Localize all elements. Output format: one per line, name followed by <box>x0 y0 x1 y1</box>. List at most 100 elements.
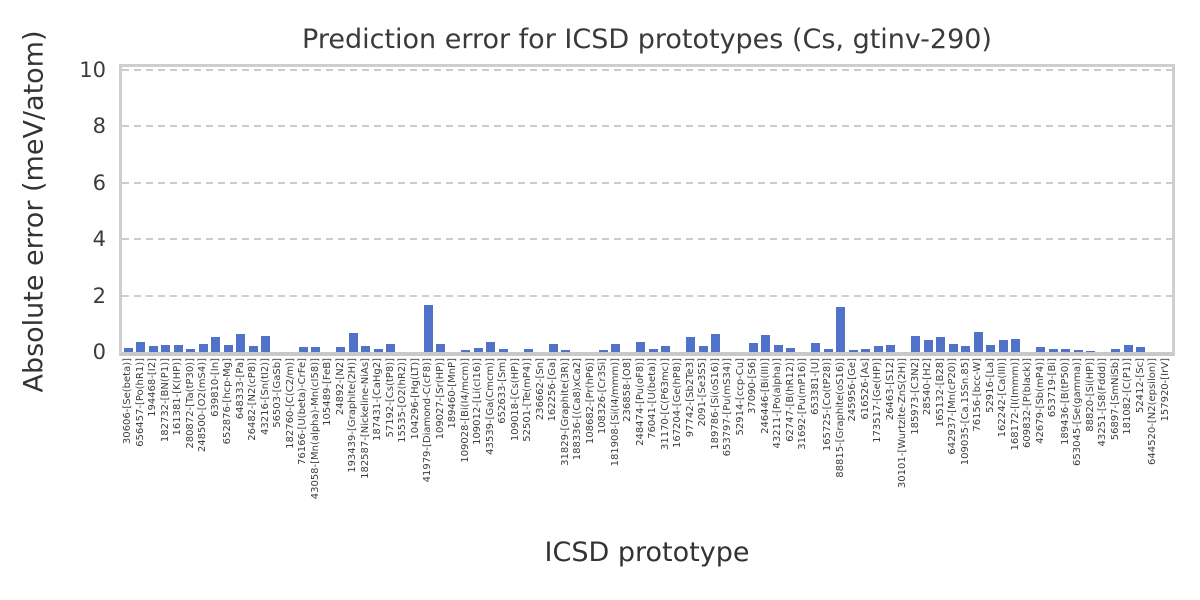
bar <box>436 344 446 352</box>
x-tick-label: 42679-[Sb(mP4)] <box>1034 358 1046 444</box>
x-tick-label: 642937-[Mn(cP20)] <box>947 358 959 455</box>
bar <box>948 344 958 352</box>
x-tick-label: 30101-[Wurtzite-ZnS(2H)] <box>897 358 909 489</box>
x-tick-label: 168172-[I(Immm)] <box>1009 358 1021 451</box>
x-tick-label: 616526-[As] <box>859 358 871 420</box>
gridline-y6 <box>122 181 1172 184</box>
bar <box>373 349 383 352</box>
x-tick-label: 181908-[Si(I4/mmm)] <box>609 358 621 467</box>
bar <box>161 345 171 352</box>
x-tick-label: 41979-[Diamond-C(cF8)] <box>422 358 434 483</box>
bar <box>911 336 921 352</box>
bar <box>636 342 646 352</box>
bar <box>548 344 558 352</box>
bar <box>248 346 258 352</box>
x-tick-label: 653381-[U] <box>809 358 821 415</box>
bar <box>173 345 183 352</box>
x-tick-label: 31829-[Graphite(3R)] <box>559 358 571 466</box>
bar <box>361 346 371 352</box>
y-tick-label: 10 <box>79 57 106 82</box>
bar <box>1086 351 1096 352</box>
bar <box>136 342 146 352</box>
x-tick-label: 182587-[Nickeline-NiAs] <box>359 358 371 479</box>
bar <box>1036 347 1046 352</box>
bar <box>311 347 321 352</box>
x-tick-label: 236858-[O8] <box>622 358 634 422</box>
x-tick-label: 653797-[Pu(mS34)] <box>722 358 734 457</box>
y-tick-label: 6 <box>92 170 106 195</box>
bar <box>686 337 696 352</box>
x-tick-label: 31692-[Pu(mP16)] <box>797 358 809 450</box>
x-tick-label: 88815-[Graphite(oS16)] <box>834 358 846 478</box>
bar <box>923 340 933 352</box>
bar <box>761 335 771 352</box>
bar <box>986 345 996 352</box>
bar <box>211 337 221 352</box>
bar <box>473 348 483 352</box>
bar <box>1073 350 1083 352</box>
bar <box>1061 349 1071 352</box>
x-tick-label: 189436-[B(tP50)] <box>1059 358 1071 445</box>
x-tick-label: 43211-[Po(alpha)] <box>772 358 784 449</box>
bar <box>336 347 346 352</box>
bar <box>1048 349 1058 352</box>
bar <box>1123 345 1133 352</box>
x-tick-label: 644520-[N2(epsilon)] <box>1147 358 1159 465</box>
x-tick-label: 162256-[Ga] <box>547 358 559 422</box>
x-tick-label: 2091-[Se3S5] <box>697 358 709 427</box>
x-tick-label: 109018-[Cs(HP)] <box>509 358 521 442</box>
x-tick-label: 52916-[La] <box>984 358 996 413</box>
x-tick-label: 167204-[Ge(hP8)] <box>672 358 684 449</box>
x-tick-label: 652876-[hcp-Mg] <box>222 358 234 445</box>
x-tick-label: 88820-[Si(HP)] <box>1084 358 1096 432</box>
x-tick-label: 280872-[Ta(tP30)] <box>184 358 196 449</box>
x-tick-label: 52914-[ccp-Cu] <box>734 358 746 436</box>
bar <box>561 350 571 352</box>
bar <box>711 334 721 352</box>
x-tick-label: 109035-[Ca.15Sn.85] <box>959 358 971 466</box>
bar <box>786 348 796 352</box>
x-tick-label: 248474-[Pu(oF8)] <box>634 358 646 446</box>
gridline-y8 <box>122 125 1172 128</box>
bar <box>523 349 533 352</box>
x-tick-label: 187431-[CaHg2] <box>372 358 384 441</box>
x-tick-label: 161381-[K(HP)] <box>172 358 184 436</box>
bar <box>661 346 671 352</box>
y-tick-label: 0 <box>92 340 106 364</box>
bar <box>223 345 233 352</box>
gridline-y10 <box>122 68 1172 71</box>
x-tick-label: 52412-[Sc] <box>1134 358 1146 414</box>
x-tick-label: 28540-[H2] <box>922 358 934 416</box>
x-tick-label: 76041-[U(beta)] <box>647 358 659 439</box>
bar <box>423 305 433 352</box>
x-tick-label: 185973-[C3N2] <box>909 358 921 435</box>
bar <box>611 344 621 352</box>
bar <box>973 332 983 352</box>
x-tick-label: 165132-[B28] <box>934 358 946 428</box>
gridline-y2 <box>122 294 1172 297</box>
y-tick-label: 2 <box>92 283 106 308</box>
x-tick-label: 648333-[Pa] <box>234 358 246 420</box>
bar <box>261 336 271 352</box>
x-tick-label: 189460-[MnP] <box>447 358 459 429</box>
x-tick-label: 105489-[FeB] <box>322 358 334 426</box>
bar <box>236 334 246 352</box>
bar <box>886 345 896 352</box>
x-tick-label: 57192-[Cs(tP8)] <box>384 358 396 438</box>
x-tick-label: 165725-[Co(tP28)] <box>822 358 834 452</box>
x-tick-label: 62747-[B(hR12)] <box>784 358 796 442</box>
x-tick-label: 31170-[C(P63mc)] <box>659 358 671 451</box>
x-tick-label: 108682-[Pr(hP6)] <box>584 358 596 445</box>
x-tick-label: 76156-[bcc-W] <box>972 358 984 432</box>
bar <box>961 346 971 352</box>
x-tick-label: 173517-[Ge(HP)] <box>872 358 884 443</box>
x-tick-label: 26463-[S12] <box>884 358 896 421</box>
x-tick-label: 52501-[Te(mP4)] <box>522 358 534 442</box>
x-tick-label: 97742-[Sb2Te3] <box>684 358 696 438</box>
bar <box>348 333 358 352</box>
x-tick-label: 76166-[U(beta)-CrFe] <box>297 358 309 465</box>
x-tick-label: 245956-[Ge] <box>847 358 859 422</box>
bar <box>298 347 308 352</box>
chart-title: Prediction error for ICSD prototypes (Cs… <box>302 24 992 55</box>
bar <box>998 340 1008 352</box>
